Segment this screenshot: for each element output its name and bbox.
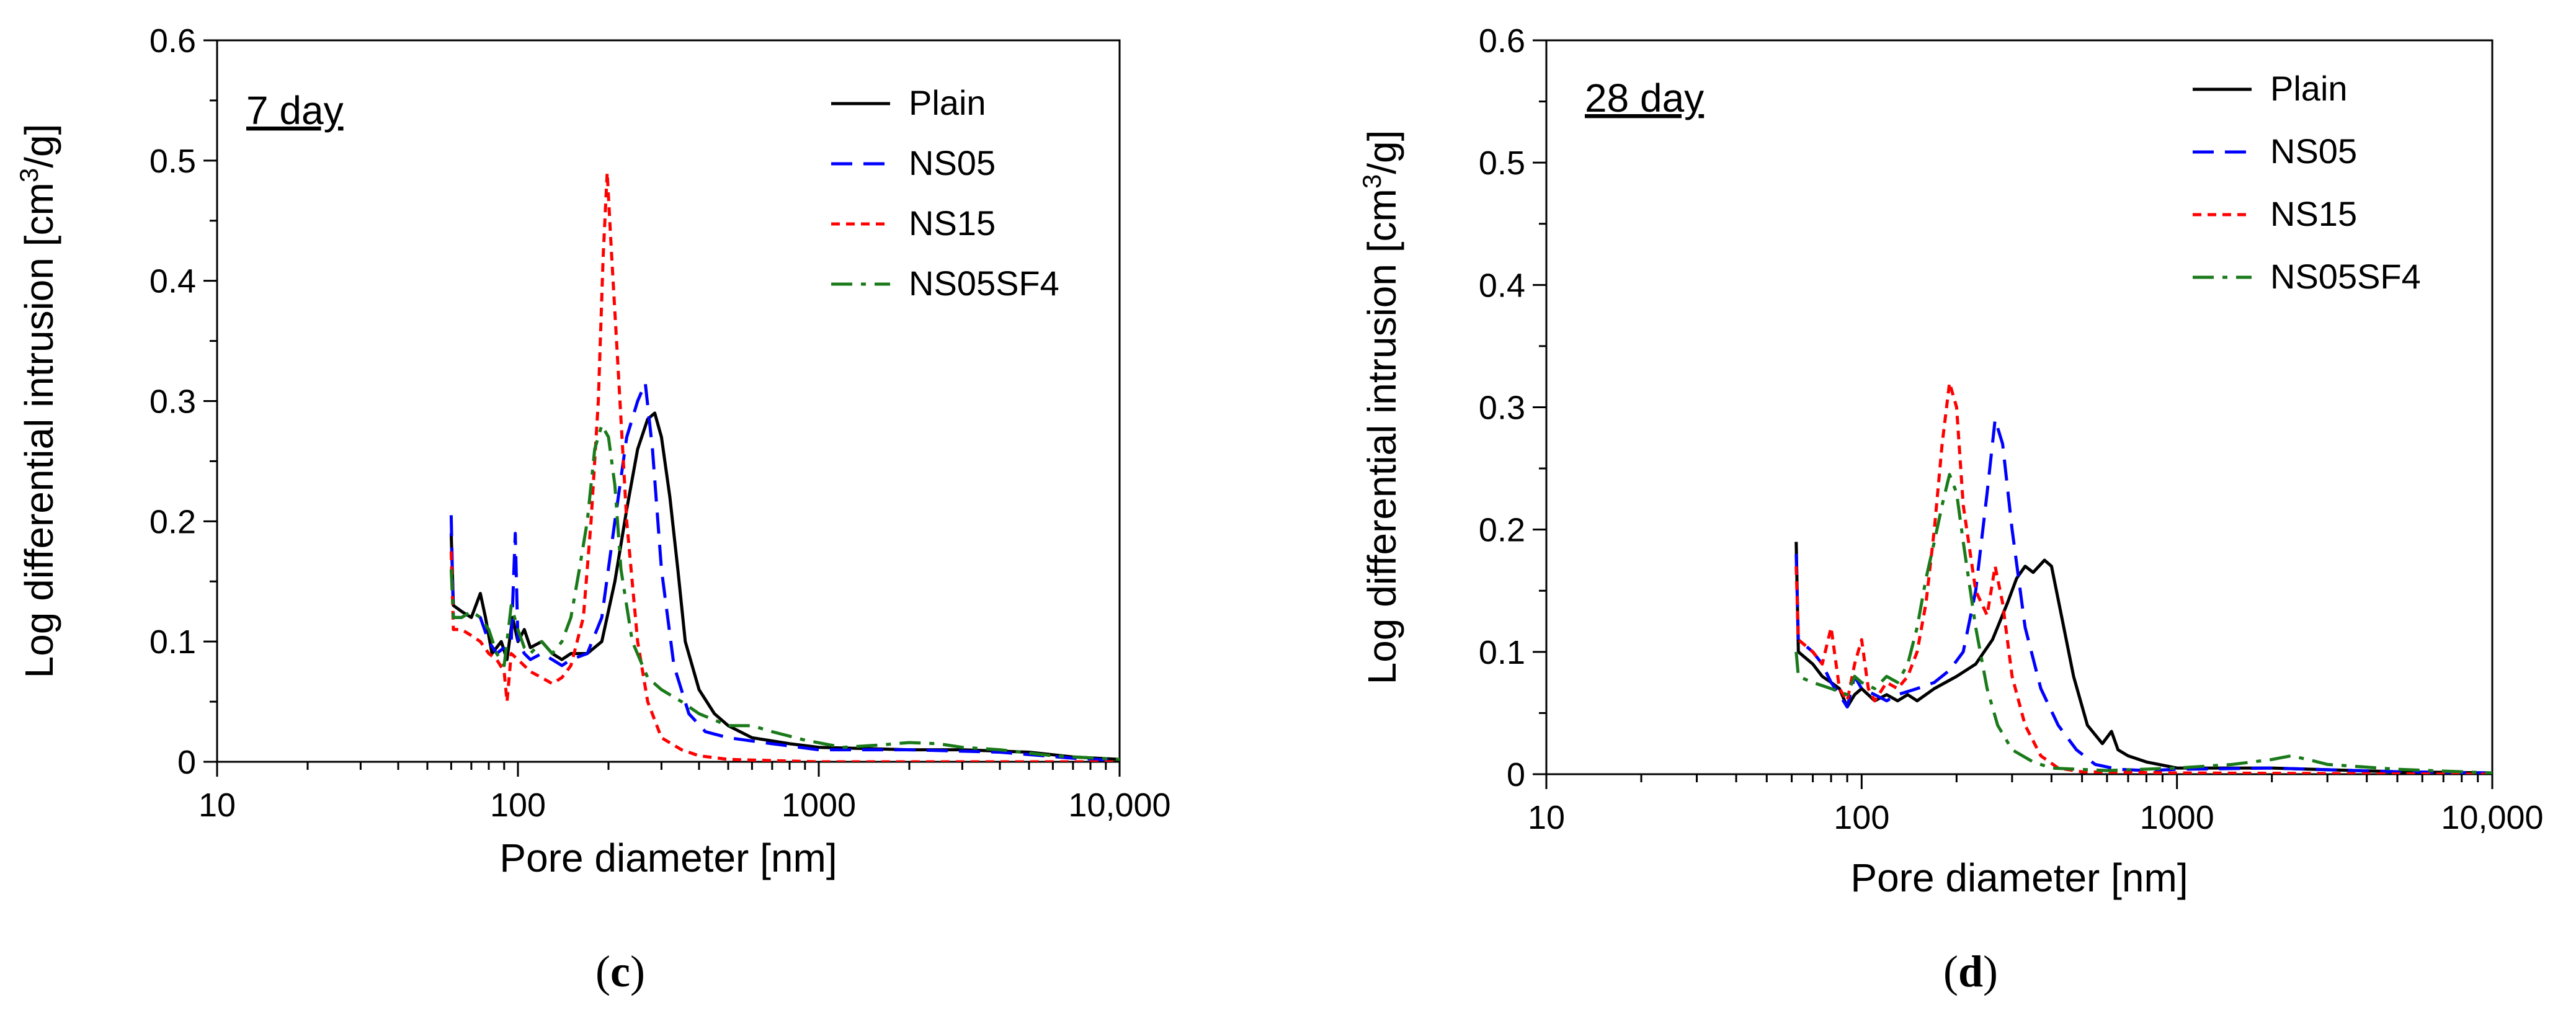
panel-caption: (c)	[595, 947, 645, 996]
y-tick-label: 0.1	[1479, 634, 1525, 671]
y-tick-label: 0.6	[1479, 22, 1525, 60]
legend-label-plain: Plain	[909, 83, 986, 122]
panel-caption: (d)	[1943, 947, 1998, 996]
y-tick-label: 0.1	[149, 623, 196, 661]
x-axis-title: Pore diameter [nm]	[1850, 855, 2188, 900]
caption-letter: c	[610, 947, 630, 996]
legend-label-ns05: NS05	[909, 143, 996, 182]
legend-label-ns05: NS05	[2270, 132, 2357, 171]
caption-letter: d	[1958, 947, 1983, 996]
y-tick-label: 0	[177, 744, 196, 781]
y-tick-label: 0.2	[1479, 512, 1525, 549]
y-tick-label: 0.6	[149, 22, 196, 60]
y-tick-label: 0	[1507, 756, 1525, 793]
series-line-ns05	[1794, 417, 2492, 774]
caption-close: )	[630, 947, 645, 996]
y-tick-label: 0.5	[1479, 145, 1525, 182]
x-tick-label: 10	[1528, 799, 1565, 836]
series-line-ns15	[449, 171, 1120, 762]
chart-panel-d: 0 0.1 0.2 0.3 0.4 0.5 0.6 10 100 1000 10,000 Pore d…	[1357, 22, 2544, 996]
y-tick-label: 0.2	[149, 503, 196, 540]
panel-title: 7 day	[246, 88, 344, 133]
x-tick-label: 1000	[782, 787, 856, 824]
y-axis-title: Log differential intrusion [cm3/g]	[1357, 130, 1404, 685]
y-tick-label: 0.4	[149, 263, 196, 300]
x-tick-label: 10,000	[1068, 787, 1170, 824]
x-tick-label: 1000	[2140, 799, 2214, 836]
y-tick-label: 0.5	[149, 143, 196, 180]
panel-title: 28 day	[1585, 76, 1704, 120]
legend-label-ns05sf4: NS05SF4	[2270, 257, 2421, 296]
chart-panel-c: 0 0.1 0.2 0.3 0.4 0.5 0.6 10 100 1000 10,000 Pore d…	[14, 22, 1171, 996]
series-line-ns15	[1794, 381, 2492, 774]
legend-label-ns15: NS15	[2270, 194, 2357, 233]
legend-label-ns05sf4: NS05SF4	[909, 264, 1059, 303]
caption-open: (	[595, 947, 610, 996]
legend-label-ns15: NS15	[909, 203, 996, 243]
series-line-ns05sf4	[449, 423, 1120, 761]
y-axis-title-end: /g]	[1360, 130, 1404, 174]
y-tick-label: 0.3	[149, 383, 196, 421]
caption-open: (	[1943, 947, 1958, 996]
series-line-plain	[1794, 542, 2492, 774]
y-axis-title-main: Log differential intrusion [cm	[1360, 189, 1404, 684]
series-line-ns05	[449, 381, 1120, 762]
y-axis-title-end: /g]	[17, 124, 61, 168]
y-axis-title-superscript: 3	[1357, 174, 1386, 189]
series-line-ns05sf4	[1794, 473, 2492, 774]
legend-label-plain: Plain	[2270, 69, 2348, 108]
x-tick-label: 10,000	[2441, 799, 2543, 836]
y-tick-label: 0.3	[1479, 390, 1525, 427]
x-tick-label: 100	[1834, 799, 1889, 836]
x-axis-title: Pore diameter [nm]	[499, 836, 837, 880]
caption-close: )	[1983, 947, 1998, 996]
y-tick-label: 0.4	[1479, 267, 1525, 304]
series-line-plain	[449, 411, 1120, 761]
x-tick-label: 100	[490, 787, 546, 824]
y-axis-title-superscript: 3	[14, 168, 43, 182]
y-axis-title: Log differential intrusion [cm3/g]	[14, 124, 61, 679]
x-tick-label: 10	[198, 787, 236, 824]
y-axis-title-main: Log differential intrusion [cm	[17, 182, 61, 678]
